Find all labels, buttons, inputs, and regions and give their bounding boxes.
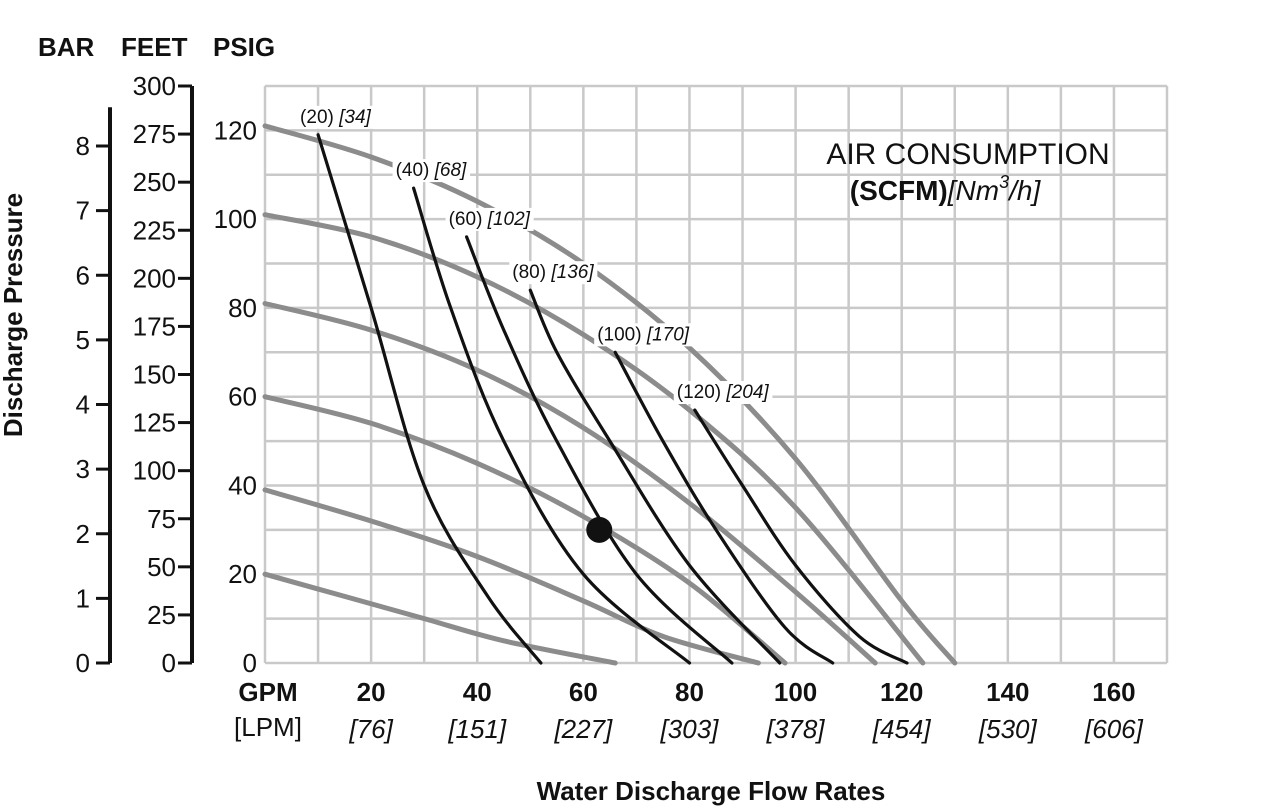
feet-tick-label: 175 bbox=[133, 311, 176, 341]
bar-tick-label: 2 bbox=[76, 519, 90, 549]
feet-unit-header: FEET bbox=[121, 32, 188, 62]
feet-tick-label: 300 bbox=[133, 71, 176, 101]
feet-tick-label: 150 bbox=[133, 360, 176, 390]
feet-tick-label: 50 bbox=[147, 552, 176, 582]
y-axis-title: Discharge Pressure bbox=[0, 193, 28, 437]
feet-tick-label: 75 bbox=[147, 504, 176, 534]
psig-tick-label: 20 bbox=[228, 559, 257, 589]
air-curve-label-background bbox=[509, 261, 598, 285]
air-consumption-unit: (SCFM)[Nm3/h] bbox=[850, 172, 1042, 206]
feet-tick-label: 0 bbox=[162, 648, 176, 678]
feet-tick-label: 200 bbox=[133, 263, 176, 293]
air-curve-label-background bbox=[297, 105, 375, 129]
psig-tick-label: 0 bbox=[243, 648, 257, 678]
air-consumption-title: AIR CONSUMPTION bbox=[826, 138, 1109, 171]
air-unit-scfm: (SCFM) bbox=[850, 175, 948, 206]
bar-tick-label: 3 bbox=[76, 454, 90, 484]
air-curve-label-background bbox=[445, 207, 534, 231]
psig-tick-label: 100 bbox=[214, 204, 257, 234]
air-consumption-curves: (20) [34] (40) [68] (60) [102] (80) [136] (1… bbox=[297, 105, 909, 665]
air-consumption-curve bbox=[613, 350, 835, 665]
air-consumption-curve bbox=[316, 133, 543, 665]
air-unit-per-hour: /h] bbox=[1007, 175, 1041, 206]
feet-tick-label: 100 bbox=[133, 456, 176, 486]
air-curve-label: (20) [34] bbox=[300, 107, 371, 128]
gpm-tick-label: 20 bbox=[357, 677, 386, 707]
psig-unit-header: PSIG bbox=[213, 32, 275, 62]
gpm-tick-label: 140 bbox=[986, 677, 1029, 707]
lpm-tick-label: [378] bbox=[766, 714, 826, 744]
lpm-tick-label: [151] bbox=[447, 714, 507, 744]
gpm-tick-label: 100 bbox=[774, 677, 817, 707]
gpm-tick-label: 160 bbox=[1092, 677, 1135, 707]
air-curve-label-background bbox=[673, 381, 773, 405]
axes: 0204060801001200255075100125150175200225… bbox=[76, 71, 1144, 744]
air-curve-label: (60) [102] bbox=[449, 209, 531, 230]
bar-tick-label: 4 bbox=[76, 390, 90, 420]
lpm-tick-label: [606] bbox=[1084, 714, 1144, 744]
lpm-tick-label: [76] bbox=[348, 714, 393, 744]
air-curve-label: (40) [68] bbox=[396, 160, 467, 181]
air-unit-nm: [Nm bbox=[947, 175, 999, 206]
lpm-tick-label: [454] bbox=[872, 714, 932, 744]
lpm-unit-label: [LPM] bbox=[234, 712, 302, 742]
gpm-unit-label: GPM bbox=[238, 677, 297, 707]
feet-tick-label: 225 bbox=[133, 215, 176, 245]
bar-tick-label: 5 bbox=[76, 325, 90, 355]
pressure-curve bbox=[262, 487, 761, 666]
operating-point-marker bbox=[586, 516, 613, 543]
pressure-curve bbox=[262, 301, 878, 666]
pressure-curve bbox=[262, 123, 958, 666]
bar-tick-label: 8 bbox=[76, 131, 90, 161]
feet-tick-label: 250 bbox=[133, 167, 176, 197]
lpm-tick-label: [530] bbox=[978, 714, 1038, 744]
air-curve-label: (120) [204] bbox=[677, 382, 770, 403]
x-axis-title: Water Discharge Flow Rates bbox=[537, 776, 886, 806]
pressure-curve bbox=[262, 394, 788, 666]
air-consumption-curve bbox=[465, 235, 734, 665]
psig-tick-label: 80 bbox=[228, 293, 257, 323]
operating-point-layer bbox=[586, 516, 613, 543]
gpm-tick-label: 120 bbox=[880, 677, 923, 707]
feet-tick-label: 125 bbox=[133, 408, 176, 438]
bar-tick-label: 7 bbox=[76, 196, 90, 226]
bar-unit-header: BAR bbox=[38, 32, 95, 62]
air-curve-label-background bbox=[392, 159, 471, 183]
gpm-tick-label: 60 bbox=[569, 677, 598, 707]
gpm-tick-label: 80 bbox=[675, 677, 704, 707]
lpm-tick-label: [227] bbox=[553, 714, 613, 744]
bar-tick-label: 6 bbox=[76, 260, 90, 290]
air-consumption-curve bbox=[528, 288, 782, 665]
gpm-tick-label: 40 bbox=[463, 677, 492, 707]
air-consumption-curve bbox=[693, 408, 909, 665]
psig-tick-label: 40 bbox=[228, 470, 257, 500]
air-curve-label: (80) [136] bbox=[512, 262, 594, 283]
pressure-curves bbox=[262, 123, 958, 666]
feet-tick-label: 25 bbox=[147, 600, 176, 630]
lpm-tick-label: [303] bbox=[660, 714, 720, 744]
air-curve-label-background bbox=[594, 323, 693, 347]
air-unit-superscript: 3 bbox=[999, 172, 1009, 192]
feet-tick-label: 275 bbox=[133, 119, 176, 149]
air-curve-label: (100) [170] bbox=[597, 324, 690, 345]
bar-tick-label: 0 bbox=[76, 648, 90, 678]
pressure-curve bbox=[262, 571, 618, 666]
air-consumption-curve bbox=[412, 186, 692, 665]
psig-tick-label: 60 bbox=[228, 382, 257, 412]
psig-tick-label: 120 bbox=[214, 115, 257, 145]
bar-tick-label: 1 bbox=[76, 583, 90, 613]
